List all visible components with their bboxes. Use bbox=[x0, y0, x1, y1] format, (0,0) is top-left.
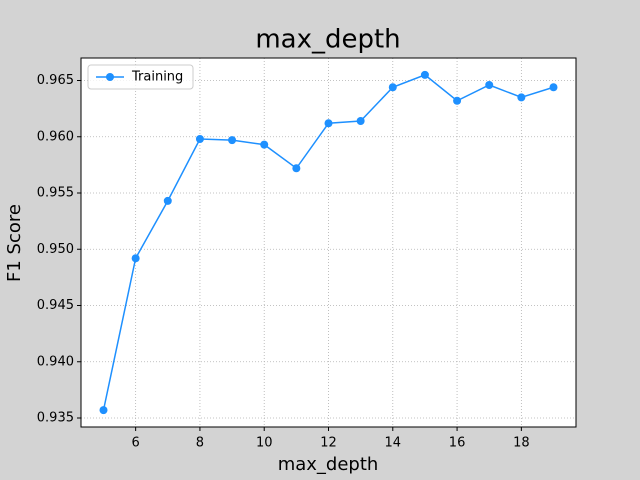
y-tick-label: 0.935 bbox=[37, 411, 74, 426]
x-tick-label: 10 bbox=[256, 436, 273, 451]
legend-marker bbox=[106, 73, 114, 81]
point bbox=[485, 81, 494, 89]
point bbox=[131, 254, 140, 263]
x-tick-label: 8 bbox=[196, 436, 204, 451]
point bbox=[356, 117, 365, 125]
y-axis-label: F1 Score bbox=[4, 204, 25, 282]
x-tick-label: 16 bbox=[449, 436, 466, 451]
point bbox=[195, 135, 204, 143]
x-tick-label: 18 bbox=[513, 436, 530, 451]
y-tick-label: 0.955 bbox=[37, 186, 74, 201]
point bbox=[549, 83, 558, 92]
x-tick-label: 6 bbox=[132, 436, 140, 451]
point bbox=[420, 70, 429, 79]
x-tick-label: 14 bbox=[385, 436, 402, 451]
axes-frame bbox=[80, 57, 577, 428]
chart-title: max_depth bbox=[255, 25, 400, 55]
point bbox=[324, 119, 333, 128]
y-tick-label: 0.945 bbox=[37, 298, 74, 313]
point bbox=[163, 196, 172, 205]
y-tick-label: 0.965 bbox=[37, 73, 74, 88]
point bbox=[260, 140, 269, 149]
point bbox=[517, 93, 526, 102]
x-axis-label: max_depth bbox=[278, 454, 379, 475]
point bbox=[453, 96, 462, 105]
plot-area bbox=[81, 58, 576, 427]
legend-box bbox=[87, 64, 194, 90]
point bbox=[292, 164, 301, 173]
y-tick-label: 0.950 bbox=[37, 242, 74, 257]
point bbox=[99, 406, 108, 415]
y-tick-label: 0.960 bbox=[37, 129, 74, 144]
x-tick-label: 12 bbox=[320, 436, 337, 451]
point bbox=[388, 83, 397, 92]
y-tick-label: 0.940 bbox=[37, 354, 74, 369]
legend-label: Training bbox=[131, 70, 183, 85]
point bbox=[228, 136, 237, 145]
